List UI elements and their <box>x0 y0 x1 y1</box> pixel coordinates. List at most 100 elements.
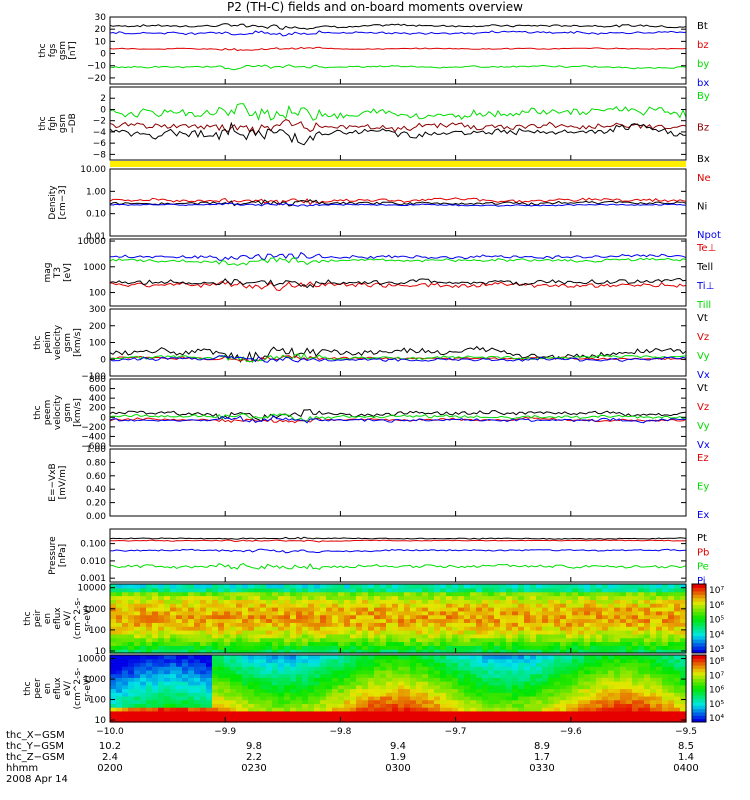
heatmap-cell <box>506 681 513 686</box>
heatmap-cell <box>218 714 225 719</box>
heatmap-cell <box>566 649 573 654</box>
heatmap-cell <box>146 587 153 593</box>
heatmap-cell <box>632 669 639 675</box>
heatmap-cell <box>566 699 573 704</box>
heatmap-cell <box>230 610 237 616</box>
heatmap-cell <box>566 622 573 627</box>
heatmap-cell <box>332 599 339 604</box>
heatmap-cell <box>368 591 375 597</box>
heatmap-cell <box>314 703 321 708</box>
heatmap-cell <box>278 622 285 627</box>
heatmap-cell <box>314 673 321 678</box>
heatmap-cell <box>500 633 507 639</box>
heatmap-cell <box>140 626 147 631</box>
heatmap-cell <box>332 626 339 631</box>
heatmap-cell <box>386 649 393 654</box>
heatmap-cell <box>458 688 465 693</box>
heatmap-cell <box>482 710 489 716</box>
heatmap-cell <box>230 684 237 690</box>
heatmap-cell <box>398 618 405 623</box>
heatmap-cell <box>494 595 501 600</box>
heatmap-cell <box>188 699 195 704</box>
heatmap-cell <box>680 587 687 593</box>
heatmap-cell <box>650 707 657 712</box>
colorbar-tick-label: 10⁴ <box>709 630 724 640</box>
heatmap-cell <box>614 714 621 719</box>
heatmap-cell <box>254 666 261 671</box>
heatmap-cell <box>578 591 585 597</box>
heatmap-cell <box>434 622 441 627</box>
heatmap-cell <box>284 688 291 693</box>
heatmap-cell <box>410 618 417 623</box>
heatmap-cell <box>596 703 603 708</box>
heatmap-cell <box>230 614 237 620</box>
heatmap-cell <box>608 649 615 654</box>
heatmap-cell <box>164 666 171 671</box>
heatmap-cell <box>512 707 519 712</box>
heatmap-cell <box>368 673 375 678</box>
heatmap-cell <box>248 699 255 704</box>
heatmap-cell <box>152 603 159 608</box>
heatmap-cell <box>140 688 147 693</box>
heatmap-cell <box>158 714 165 719</box>
heatmap-cell <box>650 610 657 616</box>
heatmap-cell <box>164 658 171 664</box>
heatmap-cell <box>500 637 507 643</box>
heatmap-cell <box>230 710 237 716</box>
y-axis-label: eV/ <box>63 610 73 626</box>
heatmap-cell <box>626 626 633 631</box>
heatmap-cell <box>314 599 321 604</box>
heatmap-cell <box>212 610 219 616</box>
heatmap-cell <box>440 633 447 639</box>
heatmap-cell <box>314 622 321 627</box>
heatmap-cell <box>224 703 231 708</box>
heatmap-cell <box>218 637 225 643</box>
heatmap-cell <box>458 699 465 704</box>
heatmap-cell <box>326 603 333 608</box>
heatmap-cell <box>602 699 609 704</box>
heatmap-cell <box>122 681 129 686</box>
heatmap-cell <box>368 684 375 690</box>
heatmap-cell <box>404 591 411 597</box>
heatmap-cell <box>518 610 525 616</box>
heatmap-cell <box>344 703 351 708</box>
heatmap-cell <box>380 614 387 620</box>
heatmap-cell <box>446 684 453 690</box>
heatmap-cell <box>494 587 501 593</box>
heatmap-cell <box>326 591 333 597</box>
heatmap-cell <box>476 662 483 667</box>
heatmap-cell <box>326 633 333 639</box>
heatmap-cell <box>218 692 225 697</box>
heatmap-cell <box>626 692 633 697</box>
heatmap-cell <box>218 688 225 693</box>
heatmap-cell <box>446 710 453 716</box>
heatmap-cell <box>344 595 351 600</box>
heatmap-cell <box>146 645 153 650</box>
heatmap-cell <box>560 599 567 604</box>
heatmap-cell <box>590 641 597 646</box>
heatmap-cell <box>380 584 387 589</box>
heatmap-cell <box>644 681 651 686</box>
heatmap-cell <box>248 626 255 631</box>
heatmap-cell <box>290 630 297 635</box>
heatmap-cell <box>140 614 147 620</box>
heatmap-cell <box>554 666 561 671</box>
heatmap-cell <box>374 645 381 650</box>
heatmap-cell <box>524 681 531 686</box>
heatmap-cell <box>590 681 597 686</box>
heatmap-cell <box>452 710 459 716</box>
heatmap-cell <box>224 626 231 631</box>
heatmap-cell <box>506 603 513 608</box>
heatmap-cell <box>494 707 501 712</box>
heatmap-cell <box>230 703 237 708</box>
heatmap-cell <box>410 681 417 686</box>
y-axis-label: gsm <box>63 333 73 352</box>
heatmap-cell <box>494 599 501 604</box>
heatmap-cell <box>470 662 477 667</box>
heatmap-cell <box>224 673 231 678</box>
heatmap-cell <box>578 614 585 620</box>
heatmap-cell <box>386 595 393 600</box>
heatmap-cell <box>218 666 225 671</box>
heatmap-cell <box>296 641 303 646</box>
heatmap-cell <box>680 633 687 639</box>
